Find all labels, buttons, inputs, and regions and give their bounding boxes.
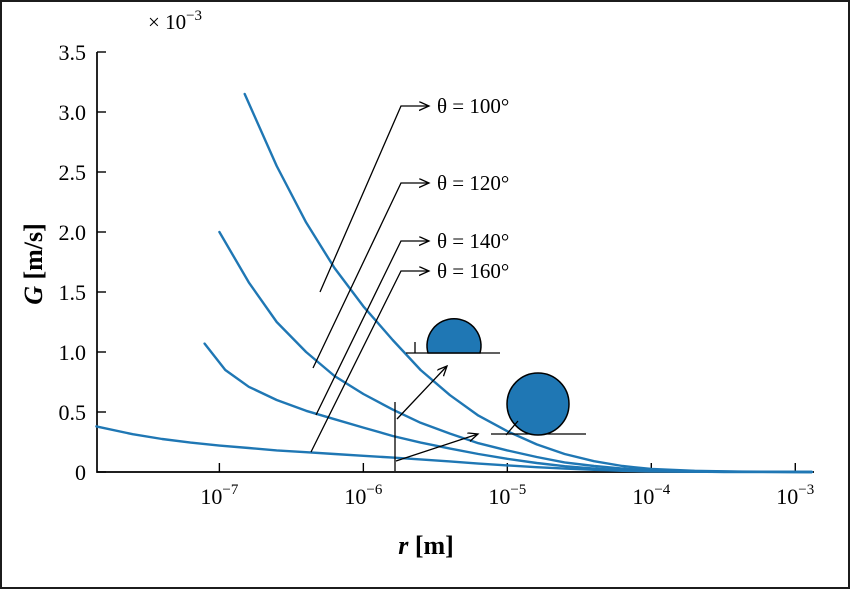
curve-annotation-leader (315, 241, 429, 416)
x-axis-title: r [m] (398, 531, 454, 560)
axes: 10−7 10−6 10−5 10−4 10−3 0 0.5 1.0 1.5 2.0 2.5 3.0 3… (59, 40, 815, 509)
y-axis-tick-label: 1.5 (59, 280, 87, 305)
y-axis-tick-label: 3.5 (59, 40, 87, 65)
curve-annotation-label: θ = 140° (437, 229, 509, 253)
y-axis-tick-label: 0.5 (59, 400, 87, 425)
high-contact-angle-mark (505, 420, 519, 436)
x-axis-tick-label: 10−6 (344, 482, 382, 509)
x-axis-tick-label: 10−7 (200, 482, 238, 509)
x-axis-tick-label: 10−5 (488, 482, 526, 509)
y-axis-tick-label: 2.5 (59, 160, 87, 185)
data-curves (95, 92, 813, 474)
arrow-to-high-contact-angle-droplet (395, 434, 478, 462)
curve-annotation-leader (319, 106, 429, 293)
x-axis-tick-label: 10−4 (632, 482, 670, 509)
sessile-droplet-low-contact-angle-icon (426, 318, 482, 354)
curve-annotation-label: θ = 100° (437, 94, 509, 118)
y-axis-tick-label: 2.0 (59, 220, 87, 245)
y-axis-tick-label: 3.0 (59, 100, 87, 125)
droplet-illustrations (394, 318, 586, 471)
y-axis-title-variable: G (19, 286, 48, 305)
curve-annotation-label: θ = 160° (437, 259, 509, 283)
sessile-droplet-high-contact-angle-icon (506, 372, 570, 436)
curve-annotation-leader (312, 183, 429, 369)
y-axis-multiplier: × 10−3 (148, 8, 202, 34)
y-axis-tick-label: 0 (75, 460, 86, 485)
y-axis-title-units: [m/s] (19, 223, 48, 286)
y-axis-title: G [m/s] (19, 223, 48, 305)
y-axis-multiplier-base: × 10 (148, 10, 186, 34)
data-curve (95, 425, 813, 474)
x-axis-tick-label: 10−3 (776, 482, 814, 509)
x-axis-title-units: [m] (408, 531, 453, 560)
curve-annotation-leader (310, 271, 429, 453)
curve-label-annotations: θ = 100° θ = 120° θ = 140° θ = 160° (310, 94, 509, 453)
y-axis-multiplier-exponent: −3 (186, 8, 202, 24)
arrow-to-low-contact-angle-droplet (396, 366, 447, 420)
x-axis-title-variable: r (398, 531, 409, 560)
y-axis-tick-label: 1.0 (59, 340, 87, 365)
curve-annotation-label: θ = 120° (437, 171, 509, 195)
